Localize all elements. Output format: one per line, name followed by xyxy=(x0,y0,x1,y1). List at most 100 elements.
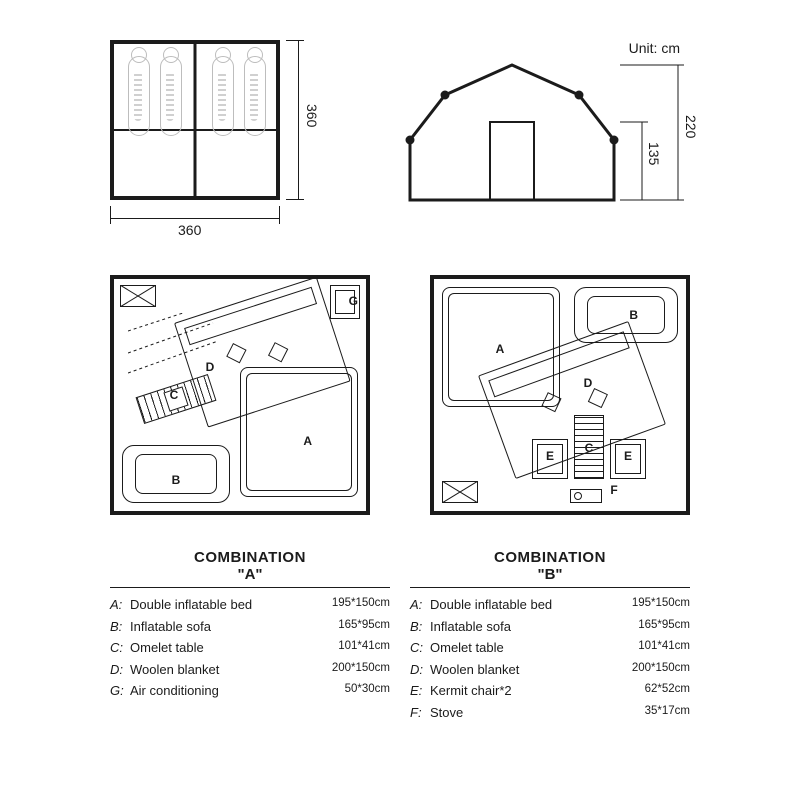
joint-icon xyxy=(407,137,413,143)
combo-key: D: xyxy=(410,661,430,679)
diagram-page: 360 360 Unit: cm xyxy=(80,20,720,780)
hatch-icon xyxy=(120,285,156,307)
combo-key: B: xyxy=(110,618,130,636)
dim-door-label: 135 xyxy=(646,142,662,165)
combo-b-hr xyxy=(410,587,690,588)
sleeping-bag-icon xyxy=(212,56,234,136)
item-f xyxy=(570,489,602,503)
item-a xyxy=(240,367,358,497)
floorplan-divider-vertical xyxy=(194,44,197,196)
combo-key: C: xyxy=(110,639,130,657)
layout-a: G D xyxy=(110,275,370,515)
combo-name: Double inflatable bed xyxy=(130,596,332,614)
floorplan-wrap: 360 360 xyxy=(110,40,370,240)
dim-tick xyxy=(286,199,304,200)
combo-row: C:Omelet table101*41cm xyxy=(410,639,690,657)
combo-name: Omelet table xyxy=(430,639,638,657)
combo-b-title: COMBINATION xyxy=(410,549,690,566)
combo-key: F: xyxy=(410,704,430,722)
combo-row: D:Woolen blanket200*150cm xyxy=(410,661,690,679)
label-b: B xyxy=(629,308,638,322)
dim-tick xyxy=(286,40,304,41)
combo-row: G:Air conditioning50*30cm xyxy=(110,682,390,700)
joint-icon xyxy=(576,92,582,98)
combo-dim: 200*150cm xyxy=(632,661,690,679)
combo-b-sub: "B" xyxy=(410,566,690,583)
combo-name: Inflatable sofa xyxy=(430,618,638,636)
joint-icon xyxy=(442,92,448,98)
combo-a-sub: "A" xyxy=(110,566,390,583)
combo-a-col: COMBINATION "A" A:Double inflatable bed1… xyxy=(110,549,390,725)
label-e: E xyxy=(546,449,554,463)
dim-line xyxy=(110,218,280,219)
combo-name: Kermit chair*2 xyxy=(430,682,645,700)
unit-label: Unit: cm xyxy=(629,40,680,56)
combo-a-hr xyxy=(110,587,390,588)
label-c: C xyxy=(585,441,594,455)
combo-b-col: COMBINATION "B" A:Double inflatable bed1… xyxy=(410,549,690,725)
dim-width-label: 360 xyxy=(178,222,201,238)
label-f: F xyxy=(610,483,617,497)
label-e2: E xyxy=(624,449,632,463)
mid-row: G D xyxy=(110,275,690,525)
label-d: D xyxy=(206,360,215,374)
sleeping-bag-icon xyxy=(160,56,182,136)
label-d: D xyxy=(584,376,593,390)
sleeping-bag-icon xyxy=(128,56,150,136)
combo-dim: 165*95cm xyxy=(638,618,690,636)
combo-row: A:Double inflatable bed195*150cm xyxy=(410,596,690,614)
joint-icon xyxy=(611,137,617,143)
top-row: 360 360 Unit: cm xyxy=(110,40,690,240)
combo-row: B:Inflatable sofa165*95cm xyxy=(410,618,690,636)
combo-name: Woolen blanket xyxy=(430,661,632,679)
label-b: B xyxy=(172,473,181,487)
combo-row: E:Kermit chair*262*52cm xyxy=(410,682,690,700)
dim-height-label: 220 xyxy=(683,115,699,138)
combo-row: F:Stove35*17cm xyxy=(410,704,690,722)
combo-name: Inflatable sofa xyxy=(130,618,338,636)
combo-dim: 195*150cm xyxy=(332,596,390,614)
combo-key: A: xyxy=(410,596,430,614)
dim-tick xyxy=(279,206,280,224)
elevation-wrap: Unit: cm xyxy=(390,40,690,240)
combo-dim: 50*30cm xyxy=(345,682,390,700)
combo-row: D:Woolen blanket200*150cm xyxy=(110,661,390,679)
hatch-icon xyxy=(442,481,478,503)
label-c: C xyxy=(170,388,179,402)
combo-name: Stove xyxy=(430,704,645,722)
combo-key: C: xyxy=(410,639,430,657)
combo-dim: 165*95cm xyxy=(338,618,390,636)
combo-dim: 101*41cm xyxy=(338,639,390,657)
combo-key: G: xyxy=(110,682,130,700)
dim-tick xyxy=(110,206,111,224)
tent-outline xyxy=(410,65,614,200)
combo-row: B:Inflatable sofa165*95cm xyxy=(110,618,390,636)
combo-dim: 200*150cm xyxy=(332,661,390,679)
combo-b-list: A:Double inflatable bed195*150cm B:Inflat… xyxy=(410,596,690,721)
combo-dim: 101*41cm xyxy=(638,639,690,657)
combo-name: Omelet table xyxy=(130,639,338,657)
combo-key: A: xyxy=(110,596,130,614)
label-a: A xyxy=(496,342,505,356)
combo-dim: 35*17cm xyxy=(645,704,690,722)
combo-key: E: xyxy=(410,682,430,700)
combo-a-list: A:Double inflatable bed195*150cm B:Inflat… xyxy=(110,596,390,700)
tent-door xyxy=(490,122,534,200)
dim-line xyxy=(298,40,299,200)
bottom-row: COMBINATION "A" A:Double inflatable bed1… xyxy=(110,549,690,725)
combo-key: D: xyxy=(110,661,130,679)
combo-dim: 195*150cm xyxy=(632,596,690,614)
combo-dim: 62*52cm xyxy=(645,682,690,700)
sleeping-bag-icon xyxy=(244,56,266,136)
floorplan xyxy=(110,40,280,200)
dim-depth-label: 360 xyxy=(304,104,320,127)
combo-row: A:Double inflatable bed195*150cm xyxy=(110,596,390,614)
combo-name: Double inflatable bed xyxy=(430,596,632,614)
combo-row: C:Omelet table101*41cm xyxy=(110,639,390,657)
combo-name: Woolen blanket xyxy=(130,661,332,679)
combo-key: B: xyxy=(410,618,430,636)
combo-a-title: COMBINATION xyxy=(110,549,390,566)
label-a: A xyxy=(303,434,312,448)
combo-name: Air conditioning xyxy=(130,682,345,700)
layout-b: A B D xyxy=(430,275,690,515)
